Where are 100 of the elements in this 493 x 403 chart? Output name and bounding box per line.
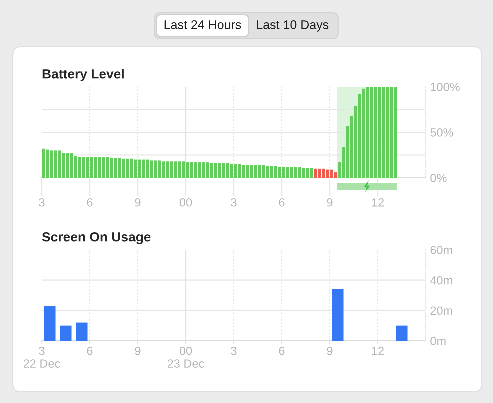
x-tick-label: 00 [180, 198, 192, 207]
bar [310, 168, 314, 178]
bar [122, 158, 126, 178]
bar [70, 153, 74, 178]
bar [230, 164, 234, 178]
bar [94, 157, 98, 178]
bar [382, 87, 386, 178]
bar [242, 165, 246, 178]
chart-title: Screen On Usage [42, 232, 151, 244]
bar [42, 148, 46, 178]
bar [106, 157, 110, 178]
bar [294, 167, 298, 178]
bar [46, 150, 50, 178]
x-tick-label: 6 [87, 198, 93, 207]
x-tick-label: 3 [39, 198, 45, 207]
text: Last 24 Hours [164, 20, 242, 30]
bar [274, 166, 278, 178]
bar [194, 162, 198, 178]
x-tick-label: 9 [327, 198, 333, 207]
y-tick-label: 20m [430, 306, 452, 316]
x-tick-label: 6 [279, 346, 285, 356]
bar [270, 166, 274, 178]
bar [182, 162, 186, 178]
bar [198, 162, 202, 178]
y-tick-label: 0m [430, 337, 446, 346]
y-tick-label: 50% [430, 128, 454, 137]
bar [390, 87, 394, 178]
bar [262, 165, 266, 178]
bar [146, 160, 150, 178]
bar [190, 162, 194, 178]
bar [126, 158, 130, 178]
bar [142, 160, 146, 178]
x-tick-label: 12 [372, 198, 384, 207]
x-tick-label: 6 [87, 346, 93, 356]
bar [154, 160, 158, 178]
bar [258, 165, 262, 178]
bar [78, 157, 82, 178]
bar [54, 150, 58, 178]
y-tick-label: 100% [431, 83, 460, 92]
x-tick-label: 00 23 Dec [168, 346, 204, 368]
y-tick-label: 40m [430, 276, 452, 285]
bar [334, 172, 338, 178]
bar [234, 164, 238, 178]
bar [226, 163, 230, 178]
bar [314, 168, 318, 178]
y-tick-label: 0% [430, 174, 447, 182]
x-tick-label: 6 [279, 198, 285, 207]
bar [330, 170, 334, 178]
x-tick-label: 3 22 Dec [24, 346, 60, 368]
bar [298, 167, 302, 178]
bar [138, 160, 142, 178]
bar [158, 160, 162, 178]
bar [58, 150, 62, 178]
bar [318, 168, 322, 178]
bar [286, 167, 290, 178]
bar [386, 87, 390, 178]
bar [110, 158, 114, 178]
bar [82, 157, 86, 178]
bar [170, 162, 174, 178]
x-tick-label: 9 [327, 346, 333, 356]
bar [98, 157, 102, 178]
bar [282, 167, 286, 178]
bar [134, 160, 138, 178]
bar [222, 163, 226, 178]
bar [74, 156, 78, 178]
x-tick-label: 9 [135, 346, 141, 356]
bar [366, 87, 370, 178]
bar [266, 166, 270, 178]
bar [86, 157, 90, 178]
bar [210, 163, 214, 178]
bar [374, 87, 378, 178]
bar [118, 158, 122, 178]
bar [150, 160, 154, 178]
x-tick-label: 9 [135, 198, 141, 207]
bar [214, 163, 218, 178]
y-tick-label: 60m [430, 246, 452, 254]
bar [218, 163, 222, 178]
chart-title: Battery Level [42, 69, 124, 82]
bar [322, 168, 326, 178]
bar [246, 165, 250, 178]
bar [278, 167, 282, 178]
bar [394, 87, 398, 178]
bar [302, 168, 306, 178]
text: Last 10 Days [257, 20, 329, 32]
bar [306, 168, 310, 178]
bar [162, 162, 166, 178]
x-tick-label: 3 [231, 198, 237, 207]
x-tick-label: 12 [372, 346, 384, 356]
bar [90, 157, 94, 178]
bar [254, 165, 258, 178]
bar [166, 162, 170, 178]
bar [238, 164, 242, 178]
bar [250, 165, 254, 178]
bar [370, 87, 374, 178]
bar [62, 153, 66, 178]
bar [206, 162, 210, 178]
bar [326, 170, 330, 178]
bar [378, 87, 382, 178]
bar [186, 162, 190, 178]
bar [290, 167, 294, 178]
